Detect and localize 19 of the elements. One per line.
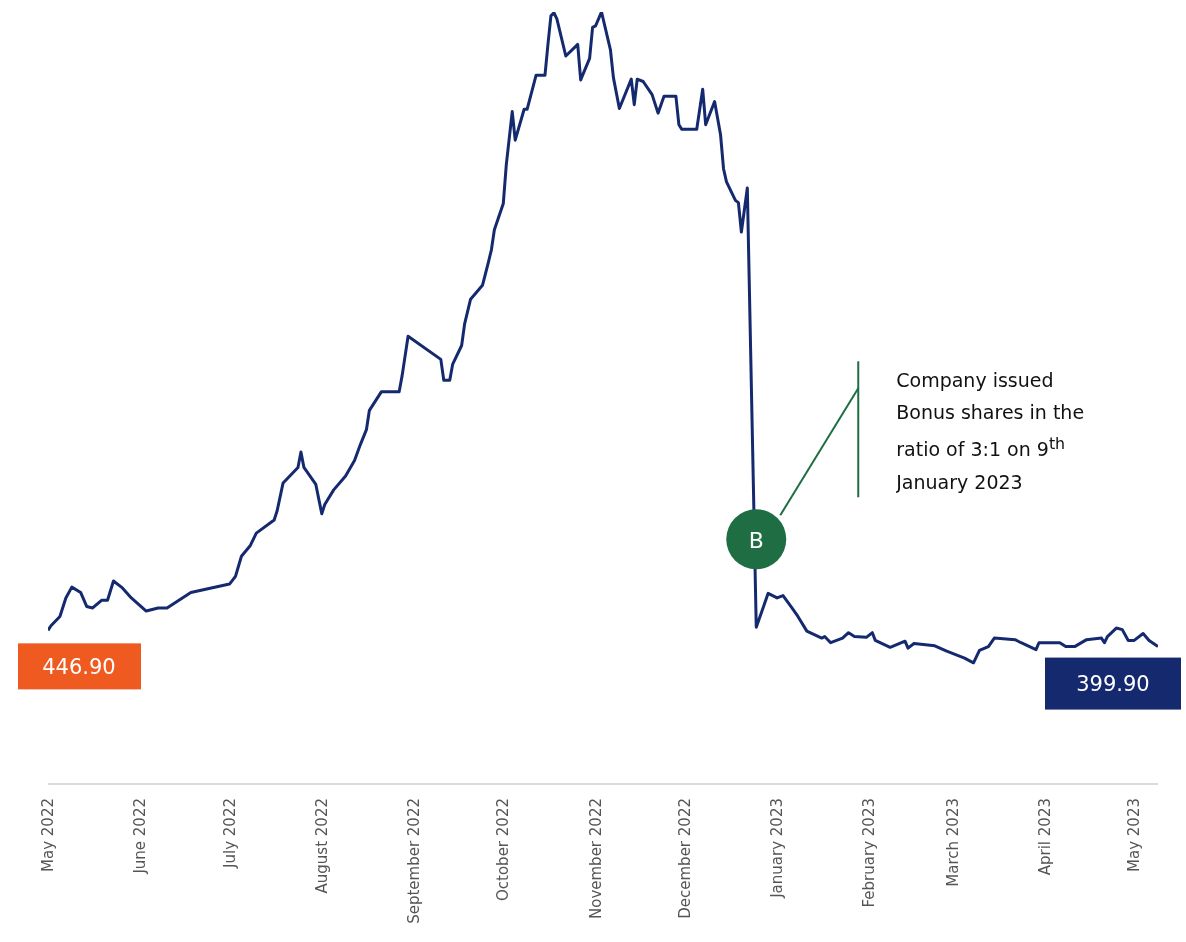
x-tick-label: November 2022 [586,798,605,919]
x-tick-label: December 2022 [675,798,694,919]
price-label: 446.90 [18,643,141,690]
annotation: 446.90 [42,655,116,680]
x-tick-label: May 2023 [1125,798,1144,872]
x-tick-label: August 2022 [312,798,331,894]
x-tick-label: July 2022 [220,798,239,869]
x-tick-label: September 2022 [405,798,424,924]
x-tick-label: May 2022 [39,798,57,872]
x-tick-label: April 2023 [1035,798,1054,876]
x-tick-label: March 2023 [943,798,962,887]
marker-badge: B [726,509,787,570]
price-label: 399.90 [1045,657,1181,710]
annotation: 399.90 [1076,671,1150,696]
x-tick-label: February 2023 [860,798,879,908]
x-tick-label: January 2023 [768,798,787,899]
annotation: B [748,527,764,553]
x-tick-label: June 2022 [131,798,150,875]
x-tick-label: October 2022 [494,798,513,901]
